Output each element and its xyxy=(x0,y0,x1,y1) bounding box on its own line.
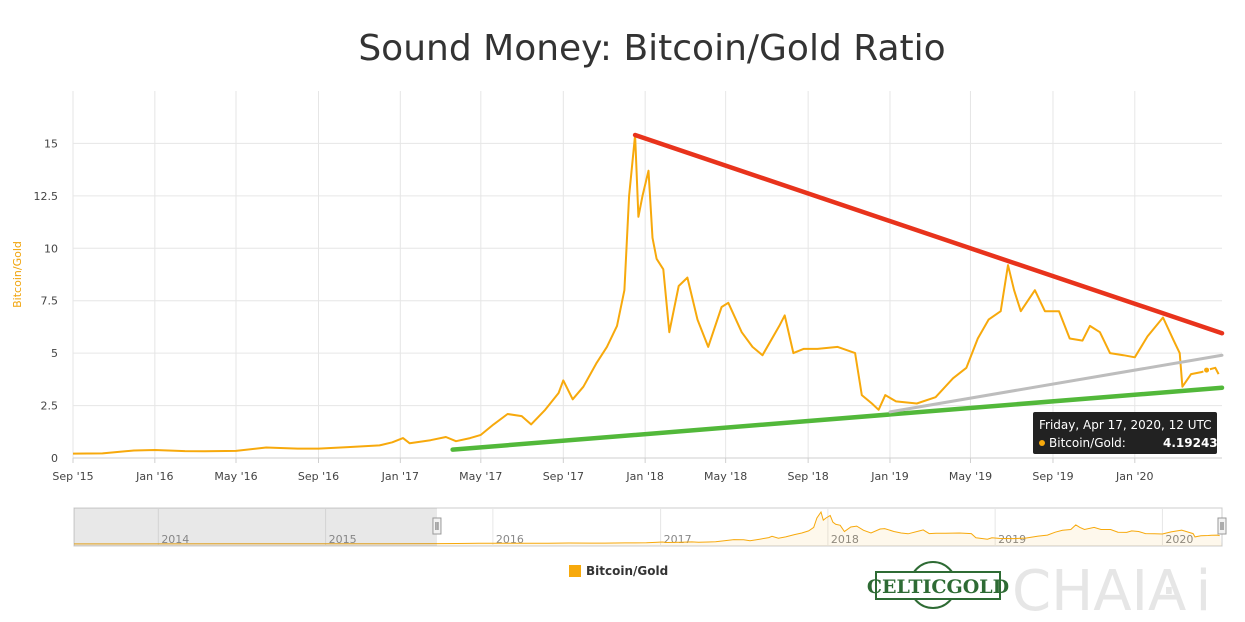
tooltip-value: 4.19243 xyxy=(1163,436,1218,450)
series-layer[interactable] xyxy=(72,134,1220,455)
resistance-trendline xyxy=(632,132,1225,336)
y-tick-label: 15 xyxy=(44,137,58,150)
legend[interactable]: Bitcoin/Gold xyxy=(569,564,668,578)
chaia-logo: CHAIA · i xyxy=(1012,559,1211,622)
navigator-year-label: 2019 xyxy=(998,533,1026,546)
chaia-suffix: · i xyxy=(1160,559,1211,622)
tooltip-series-dot xyxy=(1039,440,1045,446)
tooltip-series-label: Bitcoin/Gold: xyxy=(1049,436,1126,450)
navigator[interactable]: 2014201520162017201820192020 xyxy=(73,507,1227,547)
x-tick-label: May '18 xyxy=(704,470,747,483)
support-trendline xyxy=(450,385,1225,452)
navigator-series-line xyxy=(73,510,1220,545)
x-tick-label: Jan '19 xyxy=(870,470,908,483)
x-tick-label: Sep '19 xyxy=(1032,470,1073,483)
navigator-year-label: 2018 xyxy=(831,533,859,546)
x-tick-label: Sep '17 xyxy=(543,470,584,483)
legend-item-bitcoin-gold[interactable]: Bitcoin/Gold xyxy=(586,564,668,578)
chaia-wordmark: CHAIA xyxy=(1012,559,1186,622)
x-tick-label: Jan '18 xyxy=(625,470,663,483)
celticgold-wordmark: CELTICGOLD xyxy=(867,576,1009,598)
x-axis-ticks: Sep '15 Jan '16 May '16 Sep '16 Jan '17 May '… xyxy=(52,458,1154,483)
x-tick-label: Sep '16 xyxy=(298,470,339,483)
x-tick-label: May '19 xyxy=(949,470,992,483)
navigator-year-label: 2015 xyxy=(329,533,357,546)
y-tick-label: 0 xyxy=(51,452,58,465)
y-tick-label: 5 xyxy=(51,347,58,360)
x-tick-label: Sep '15 xyxy=(52,470,93,483)
x-tick-label: May '17 xyxy=(459,470,502,483)
y-axis-ticks: 0 2.5 5 7.5 10 12.5 15 xyxy=(34,137,59,465)
x-tick-label: Jan '20 xyxy=(1115,470,1153,483)
y-tick-label: 12.5 xyxy=(34,190,59,203)
navigator-left-handle[interactable] xyxy=(432,517,442,535)
navigator-mask xyxy=(74,508,437,546)
tooltip: Friday, Apr 17, 2020, 12 UTC Bitcoin/Gold… xyxy=(1033,366,1218,454)
y-tick-label: 7.5 xyxy=(41,295,59,308)
navigator-year-label: 2014 xyxy=(161,533,189,546)
trendlines-layer xyxy=(450,132,1225,452)
celticgold-plate xyxy=(875,571,1001,600)
celticgold-logo: CELTICGOLD xyxy=(867,561,1009,609)
x-tick-label: May '16 xyxy=(214,470,257,483)
series-line-bitcoin-gold[interactable] xyxy=(72,134,1220,455)
secondary-support-trendline xyxy=(888,353,1224,414)
navigator-right-handle[interactable] xyxy=(1217,517,1227,535)
navigator-area xyxy=(74,512,1222,546)
chart-title: Sound Money: Bitcoin/Gold Ratio xyxy=(358,28,945,69)
x-tick-label: Jan '17 xyxy=(381,470,419,483)
y-axis-label: Bitcoin/Gold xyxy=(11,241,24,308)
tooltip-point-marker xyxy=(1203,366,1211,374)
legend-swatch xyxy=(569,565,581,577)
x-tick-label: Sep '18 xyxy=(788,470,829,483)
y-tick-label: 10 xyxy=(44,242,58,255)
x-tick-label: Jan '16 xyxy=(135,470,173,483)
grid-lines xyxy=(72,91,1222,459)
tooltip-title: Friday, Apr 17, 2020, 12 UTC xyxy=(1039,418,1212,432)
navigator-frame xyxy=(73,507,1223,547)
y-tick-label: 2.5 xyxy=(41,400,59,413)
tooltip-box xyxy=(1033,412,1217,454)
navigator-year-label: 2020 xyxy=(1165,533,1193,546)
